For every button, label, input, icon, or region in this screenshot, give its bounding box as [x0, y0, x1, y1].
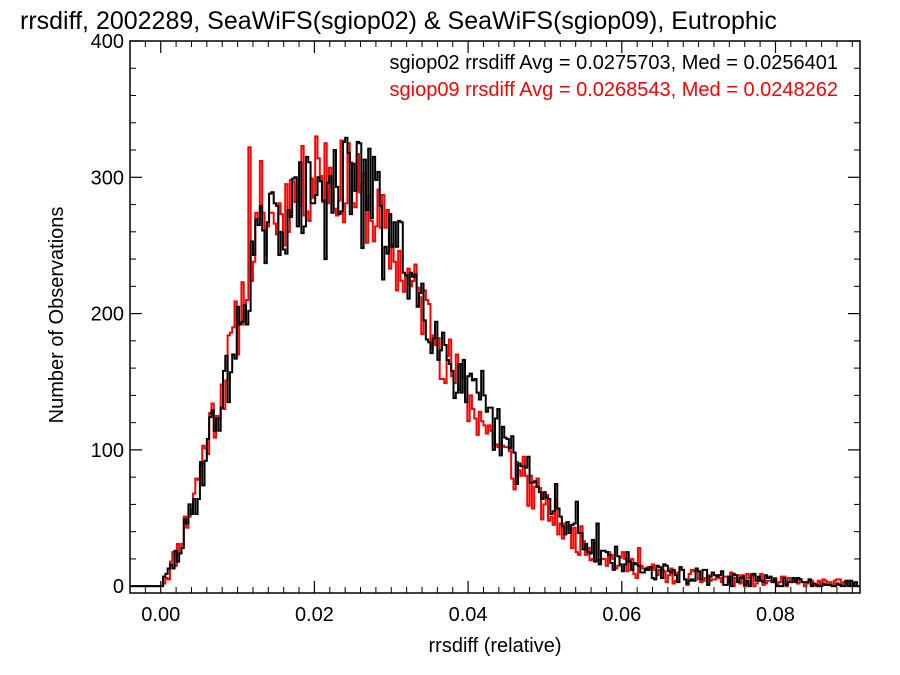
series-layer [130, 135, 860, 588]
y-tick-label: 0 [113, 576, 124, 598]
x-tick-label: 0.02 [295, 604, 334, 626]
x-axis-label: rrsdiff (relative) [429, 635, 562, 657]
y-axis-label: Number of Observations [46, 207, 68, 424]
y-tick-label: 300 [91, 167, 124, 189]
x-axis: 0.00 0.02 0.04 0.06 0.08 [129, 41, 853, 626]
y-tick-label: 400 [91, 31, 124, 53]
series-sgiop02-line [130, 136, 860, 588]
x-tick-label: 0.04 [449, 604, 488, 626]
x-tick-label: 0.06 [602, 604, 641, 626]
y-tick-label: 100 [91, 440, 124, 462]
series-sgiop09-line [130, 135, 860, 588]
stats-line-2: sgiop09 rrsdiff Avg = 0.0268543, Med = 0… [390, 79, 839, 101]
x-tick-label: 0.00 [141, 604, 180, 626]
stats-line-1: sgiop02 rrsdiff Avg = 0.0275703, Med = 0… [390, 52, 839, 74]
y-axis: 0 100 200 300 400 [91, 31, 860, 598]
chart-title: rrsdiff, 2002289, SeaWiFS(sgiop02) & Sea… [20, 7, 777, 35]
stats-annotations: sgiop02 rrsdiff Avg = 0.0275703, Med = 0… [390, 52, 839, 101]
plot-border [129, 40, 861, 594]
y-tick-label: 200 [91, 304, 124, 326]
x-tick-label: 0.08 [756, 604, 795, 626]
plot-frame [129, 40, 861, 594]
